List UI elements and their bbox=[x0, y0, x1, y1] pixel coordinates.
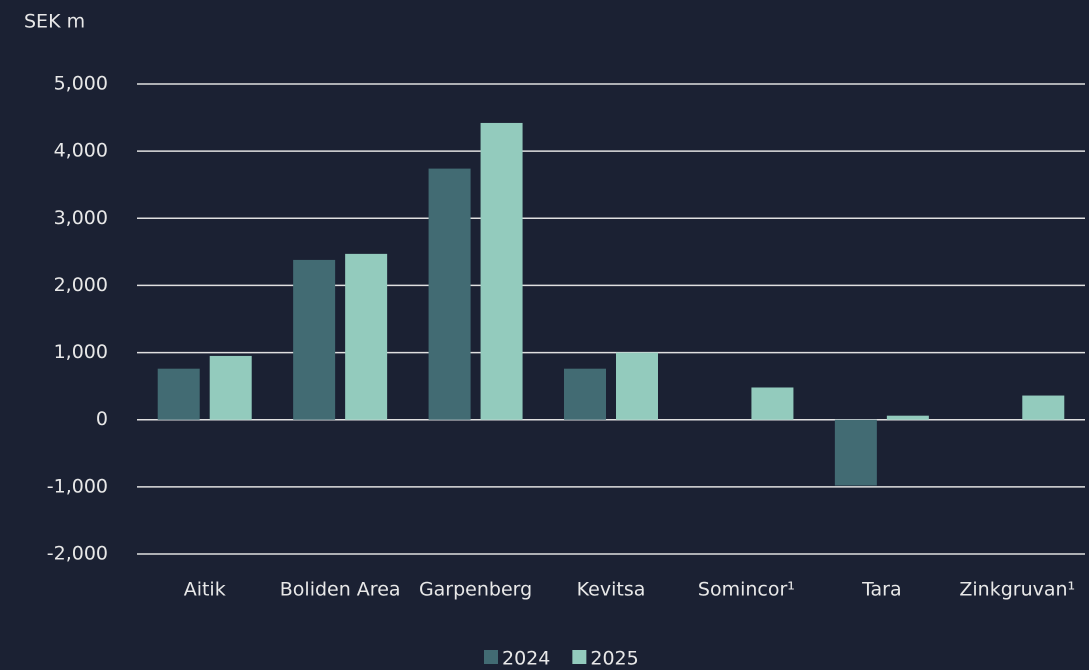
bar bbox=[616, 352, 658, 420]
x-tick-label: Kevitsa bbox=[577, 579, 646, 601]
bar bbox=[345, 253, 388, 420]
y-tick-label: 2,000 bbox=[54, 274, 108, 296]
bar bbox=[480, 122, 523, 420]
bar bbox=[1022, 395, 1065, 420]
y-tick-label: 0 bbox=[96, 408, 108, 430]
x-tick-label: Zinkgruvan¹ bbox=[959, 579, 1075, 601]
bar bbox=[751, 387, 794, 420]
bar bbox=[428, 168, 471, 420]
x-tick-label: Garpenberg bbox=[419, 579, 532, 601]
bar bbox=[886, 415, 929, 420]
y-tick-label: 1,000 bbox=[54, 341, 108, 363]
legend-label: 2024 bbox=[502, 648, 550, 670]
bar bbox=[157, 368, 200, 420]
y-tick-label: 4,000 bbox=[54, 140, 108, 162]
y-tick-label: 3,000 bbox=[54, 207, 108, 229]
bar bbox=[564, 368, 606, 420]
bar bbox=[209, 355, 252, 420]
legend-label: 2025 bbox=[590, 648, 638, 670]
bar bbox=[293, 259, 336, 420]
legend-swatch bbox=[484, 650, 498, 664]
x-tick-label: Aitik bbox=[184, 579, 226, 601]
y-tick-label: -1,000 bbox=[47, 475, 108, 497]
y-tick-label: 5,000 bbox=[54, 73, 108, 95]
x-tick-label: Somincor¹ bbox=[698, 579, 795, 601]
x-tick-label: Tara bbox=[861, 579, 902, 601]
y-axis-label: SEK m bbox=[24, 11, 85, 33]
x-tick-label: Boliden Area bbox=[280, 579, 401, 601]
y-tick-label: -2,000 bbox=[47, 543, 108, 565]
legend-swatch bbox=[572, 650, 587, 664]
bar bbox=[834, 419, 877, 486]
